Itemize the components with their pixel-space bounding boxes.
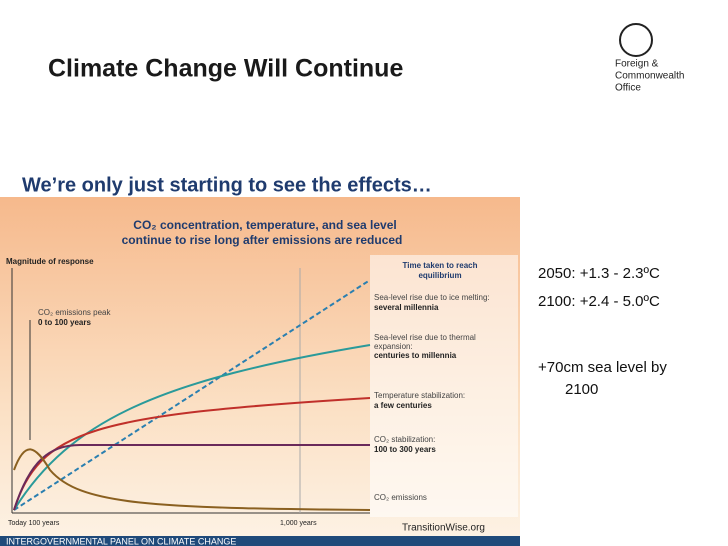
footer: INTERGOVERNMENTAL PANEL ON CLIMATE CHANG… [6,536,236,546]
annotation: CO₂ emissions [374,493,427,502]
legend-panel [370,255,518,517]
co2-stabilization-curve [13,444,370,511]
logo-line: Foreign & [615,59,659,70]
annotation-detail: a few centuries [374,401,432,410]
annotation-detail: several millennia [374,303,439,312]
x-label: 1,000 years [280,520,317,527]
bullet: +70cm sea level by [538,359,667,376]
crest [619,23,653,57]
bullet: 2050: +1.3 - 2.3ºC [538,265,660,282]
peak-note: 0 to 100 years [38,318,91,327]
bullet: 2100: +2.4 - 5.0ºC [538,293,660,310]
credit: TransitionWise.org [402,523,485,534]
peak-note: CO₂ emissions peak [38,308,111,317]
figure: CO₂ concentration, temperature, and sea … [0,197,520,546]
annotation-detail: 100 to 300 years [374,445,436,454]
figure-title: CO₂ concentration, temperature, and sea … [133,218,396,232]
annotation: Sea-level rise due to ice melting: [374,293,490,302]
thermal-curve [13,344,371,511]
figure-title: continue to rise long after emissions ar… [122,233,403,247]
emissions-curve [13,448,371,511]
legend-heading: equilibrium [418,271,461,280]
x-label: Today 100 years [8,520,60,527]
y-label: Magnitude of response [6,257,94,266]
subtitle: We’re only just starting to see the effe… [22,174,432,196]
footer-bar [0,536,520,546]
slide-title: Climate Change Will Continue [48,55,403,83]
logo: Foreign & Commonwealth Office [615,23,684,94]
annotation: Sea-level rise due to thermal [374,333,476,342]
annotation-detail: centuries to millennia [374,351,457,360]
annotation: CO₂ stabilization: [374,435,435,444]
legend-heading: Time taken to reach [403,261,478,270]
logo-line: Office [615,83,641,94]
annotation: Temperature stabilization: [374,391,465,400]
annotation: expansion: [374,342,413,351]
ice-melt-curve [13,279,371,511]
logo-line: Commonwealth [615,71,684,82]
bullet-cont: 2100 [565,381,598,398]
